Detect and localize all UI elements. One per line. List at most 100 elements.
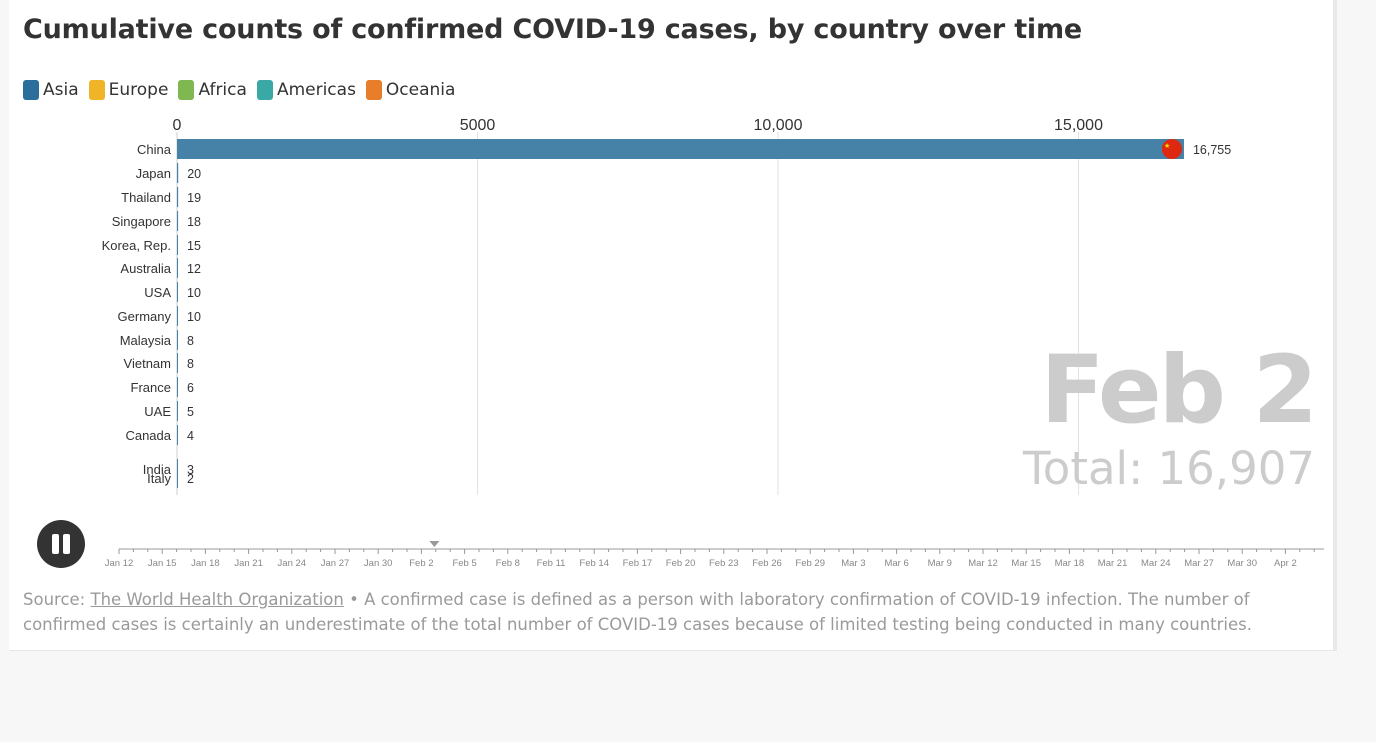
source-prefix: Source:: [23, 590, 91, 609]
category-label: Korea, Rep.: [102, 238, 171, 253]
x-tick-label: 5000: [460, 117, 496, 134]
flag-star-icon: ★: [1164, 142, 1170, 150]
category-label: Canada: [125, 428, 171, 443]
timeline-label: Feb 17: [623, 558, 653, 569]
bar: [177, 353, 178, 373]
value-label: 4: [187, 429, 194, 443]
total-count-label: Total: 16,907: [1022, 442, 1315, 495]
value-label: 5: [187, 405, 194, 419]
category-label: Singapore: [112, 214, 171, 229]
timeline-slider[interactable]: Jan 12 Jan 15 Jan 18 Jan 21 Jan 24 Jan 27 Jan …: [94, 538, 1324, 578]
timeline-label: Feb 26: [752, 558, 782, 569]
timeline-label: Mar 15: [1011, 558, 1041, 569]
value-label: 12: [187, 262, 201, 276]
legend-label: Europe: [108, 80, 169, 100]
timeline-label: Feb 8: [496, 558, 520, 569]
value-label: 8: [187, 334, 194, 348]
bar-chart: 0 5000 10,000 15,000 China ★ 16,755 Japan 20 Thai…: [102, 117, 1231, 495]
timeline-handle-icon: [429, 541, 440, 547]
source-note: Source: The World Health Organization • …: [23, 587, 1273, 637]
legend-item-oceania[interactable]: Oceania: [365, 80, 456, 100]
category-label: UAE: [144, 404, 171, 419]
category-label: France: [131, 380, 171, 395]
value-label: 15: [187, 239, 201, 253]
bar: [177, 425, 178, 445]
timeline-label: Feb 5: [452, 558, 476, 569]
timeline-label: Jan 27: [321, 558, 350, 569]
value-label: 16,755: [1193, 143, 1231, 157]
legend: Asia Europe Africa Americas Oceania: [23, 80, 455, 100]
legend-label: Oceania: [385, 80, 456, 100]
category-label: Italy: [147, 471, 171, 486]
category-label: USA: [144, 285, 171, 300]
timeline-label: Jan 18: [191, 558, 220, 569]
category-label: Thailand: [121, 190, 171, 205]
timeline-label: Mar 21: [1098, 558, 1128, 569]
legend-label: Asia: [43, 80, 79, 100]
bar: [177, 330, 178, 350]
bar: [177, 211, 179, 231]
value-label: 18: [187, 215, 201, 229]
legend-swatch: [23, 80, 39, 100]
legend-label: Americas: [276, 80, 356, 100]
timeline-label: Mar 18: [1055, 558, 1085, 569]
value-label: 8: [187, 357, 194, 371]
timeline-label: Jan 12: [105, 558, 134, 569]
timeline-label: Jan 21: [234, 558, 263, 569]
timeline-label: Jan 24: [278, 558, 307, 569]
category-label: Japan: [136, 166, 171, 181]
legend-item-europe[interactable]: Europe: [88, 80, 169, 100]
legend-item-africa[interactable]: Africa: [178, 80, 247, 100]
value-label: 2: [187, 472, 194, 486]
bar: [177, 235, 178, 255]
bar: [177, 139, 1184, 159]
bar: [177, 258, 178, 278]
timeline-label: Jan 15: [148, 558, 177, 569]
value-label: 20: [187, 167, 201, 181]
value-label: 10: [187, 286, 201, 300]
bar: [177, 401, 178, 421]
timeline-label: Mar 3: [841, 558, 865, 569]
bar: [177, 377, 178, 397]
value-label: 6: [187, 381, 194, 395]
timeline-label: Mar 24: [1141, 558, 1171, 569]
legend-swatch: [88, 80, 105, 100]
timeline-label: Mar 27: [1184, 558, 1214, 569]
category-label: Germany: [118, 309, 172, 324]
timeline-label: Feb 23: [709, 558, 739, 569]
chart-card: Cumulative counts of confirmed COVID-19 …: [9, 0, 1337, 651]
bar: [177, 306, 178, 326]
timeline-label: Mar 30: [1227, 558, 1257, 569]
x-tick-label: 15,000: [1054, 117, 1103, 134]
bar: [177, 468, 178, 488]
bar: [177, 163, 179, 183]
timeline-label: Mar 12: [968, 558, 998, 569]
pause-icon: [63, 534, 70, 554]
pause-icon: [52, 534, 59, 554]
timeline-label: Feb 29: [795, 558, 825, 569]
timeline-label: Mar 9: [928, 558, 952, 569]
x-tick-label: 10,000: [754, 117, 803, 134]
timeline-label: Feb 11: [537, 558, 566, 569]
chart-title: Cumulative counts of confirmed COVID-19 …: [23, 14, 1083, 45]
source-link[interactable]: The World Health Organization: [90, 590, 344, 609]
pause-button[interactable]: [37, 520, 85, 568]
value-label: 19: [187, 191, 201, 205]
category-label: Australia: [120, 261, 171, 276]
legend-label: Africa: [198, 80, 247, 100]
legend-item-americas[interactable]: Americas: [256, 80, 356, 100]
bar: [177, 187, 179, 207]
flag-icon: [1161, 139, 1182, 159]
source-text: • A confirmed case is defined as a perso…: [23, 590, 1253, 634]
timeline-label: Feb 2: [409, 558, 433, 569]
timeline-label: Feb 14: [579, 558, 609, 569]
legend-item-asia[interactable]: Asia: [23, 80, 79, 100]
legend-swatch: [256, 80, 273, 100]
category-label: India: [143, 462, 172, 477]
timeline-label: Jan 30: [364, 558, 393, 569]
value-label: 10: [187, 310, 201, 324]
category-label: China: [137, 142, 172, 157]
x-tick-label: 0: [173, 117, 182, 134]
bar: [177, 282, 178, 302]
timeline-label: Feb 20: [666, 558, 696, 569]
